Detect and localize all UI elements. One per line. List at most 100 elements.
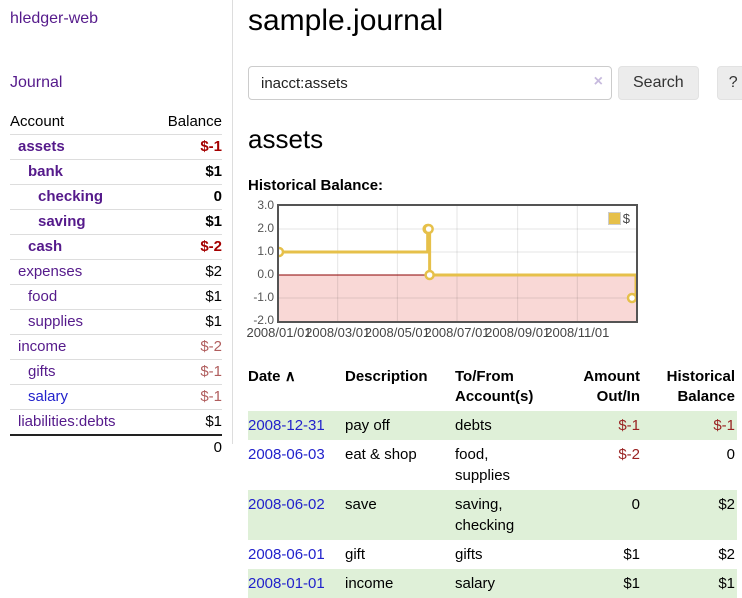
account-link-supplies[interactable]: supplies <box>28 313 84 330</box>
account-link-cash[interactable]: cash <box>28 238 63 255</box>
account-balance: $-2 <box>150 234 222 260</box>
register-header-date[interactable]: Date ∧ <box>248 368 296 385</box>
transaction-row: 2008-12-31 pay off debts $-1 $-1 <box>248 411 737 440</box>
brand-link[interactable]: hledger-web <box>10 10 99 27</box>
help-button[interactable]: ? <box>716 66 742 100</box>
register-table-body: 2008-12-31 pay off debts $-1 $-1 2008-06-03 ea… <box>248 411 737 598</box>
transaction-amount: 0 <box>631 496 640 513</box>
y-tick-label: -2.0 <box>253 313 274 327</box>
transaction-accounts: food, supplies <box>455 446 511 484</box>
account-link-salary[interactable]: salary <box>28 388 69 405</box>
transaction-amount: $-2 <box>618 446 640 463</box>
account-link-assets[interactable]: assets <box>18 138 65 155</box>
transaction-date-link[interactable]: 2008-06-02 <box>248 496 325 513</box>
transaction-description: pay off <box>345 417 390 434</box>
transaction-date-link[interactable]: 2008-06-03 <box>248 446 325 463</box>
register-header-accounts: To/From Account(s) <box>455 368 534 405</box>
transaction-date-link[interactable]: 2008-12-31 <box>248 417 325 434</box>
transaction-row: 2008-06-01 gift gifts $1 $2 <box>248 540 737 569</box>
page-title: sample.journal <box>248 4 444 37</box>
transaction-date-link: 2008-01-01 <box>248 569 345 598</box>
accounts-table-body: assets $-1 bank $1 checking 0 saving $1 cash $-2 e… <box>10 134 222 435</box>
chart-legend: $ <box>605 210 632 227</box>
register-header-balance: Historical Balance <box>666 368 735 405</box>
transaction-date-link: 2008-06-03 <box>248 440 345 490</box>
account-link-saving[interactable]: saving <box>38 213 86 230</box>
legend-swatch-icon <box>607 212 621 225</box>
transaction-amount: $-1 <box>618 417 640 434</box>
transaction-balance: $1 <box>718 575 735 592</box>
accounts-total-value: 0 <box>150 434 222 460</box>
account-row: cash $-2 <box>10 234 222 260</box>
transaction-description: income <box>345 575 394 592</box>
account-balance: $-1 <box>150 134 222 160</box>
sidebar-item-journal[interactable]: Journal <box>10 74 63 91</box>
account-balance: $1 <box>150 159 222 185</box>
accounts-header-account: Account <box>10 113 65 130</box>
y-tick-label: 3.0 <box>257 198 274 212</box>
balance-chart: 3.0 2.0 1.0 0.0 -1.0 -2.0 $ 2008/01/01 2008/03… <box>246 198 742 343</box>
register-header-description: Description <box>345 368 428 385</box>
transaction-amount: $1 <box>623 546 640 563</box>
transaction-accounts: saving, checking <box>455 496 515 534</box>
x-tick-label: 2008/07/01 <box>424 325 490 340</box>
register-header-row: Date ∧ Description To/From Account(s) Am… <box>248 365 737 411</box>
register-table: Date ∧ Description To/From Account(s) Am… <box>248 365 737 598</box>
y-tick-label: 0.0 <box>257 267 274 281</box>
search-box: × <box>248 66 612 100</box>
account-balance: $2 <box>150 259 222 285</box>
transaction-accounts: gifts <box>455 546 483 563</box>
account-row: salary $-1 <box>10 384 222 410</box>
transaction-accounts: salary <box>455 575 496 592</box>
x-tick-label: 2008/01/01 <box>246 325 312 340</box>
account-link-gifts[interactable]: gifts <box>28 363 56 380</box>
y-tick-label: 2.0 <box>257 221 274 235</box>
account-link-food[interactable]: food <box>28 288 58 305</box>
transaction-date-link: 2008-06-01 <box>248 540 345 569</box>
account-link-expenses[interactable]: expenses <box>18 263 83 280</box>
chart-x-axis: 2008/01/01 2008/03/01 2008/05/01 2008/07/01… <box>246 323 742 343</box>
transaction-description: gift <box>345 546 366 563</box>
account-link-bank[interactable]: bank <box>28 163 64 180</box>
x-tick-label: 2008/11/01 <box>545 325 610 340</box>
x-tick-label: 2008/09/01 <box>485 325 551 340</box>
account-row: food $1 <box>10 284 222 310</box>
transaction-description: save <box>345 496 377 513</box>
transaction-date-link[interactable]: 2008-01-01 <box>248 575 325 592</box>
account-balance: $1 <box>150 409 222 435</box>
account-balance: $1 <box>150 209 222 235</box>
transaction-accounts: debts <box>455 417 492 434</box>
y-tick-label: -1.0 <box>253 290 274 304</box>
account-row: checking 0 <box>10 184 222 210</box>
account-row: assets $-1 <box>10 134 222 160</box>
search-input[interactable] <box>248 66 612 100</box>
clear-search-icon[interactable]: × <box>593 73 603 90</box>
search-bar: × Search ? <box>248 66 742 100</box>
x-tick-label: 2008/05/01 <box>364 325 430 340</box>
transaction-row: 2008-01-01 income salary $1 $1 <box>248 569 737 598</box>
legend-label: $ <box>622 211 630 226</box>
account-balance: $-1 <box>150 359 222 385</box>
transaction-balance: $2 <box>718 546 735 563</box>
accounts-total-row: 0 <box>10 434 222 460</box>
search-button[interactable]: Search <box>618 66 699 100</box>
transaction-balance: $-1 <box>713 417 735 434</box>
account-row: expenses $2 <box>10 259 222 285</box>
account-link-liabilities-debts[interactable]: liabilities:debts <box>18 413 116 430</box>
x-tick-label: 2008/03/01 <box>305 325 371 340</box>
account-row: liabilities:debts $1 <box>10 409 222 435</box>
transaction-description: eat & shop <box>345 446 417 463</box>
chart-plot-area: $ <box>277 204 638 323</box>
account-balance: $1 <box>150 309 222 335</box>
account-link-checking[interactable]: checking <box>38 188 104 205</box>
balance-chart-svg <box>279 206 636 321</box>
account-balance: 0 <box>150 184 222 210</box>
transaction-date-link[interactable]: 2008-06-01 <box>248 546 325 563</box>
account-heading: assets <box>248 124 324 154</box>
chart-y-axis: 3.0 2.0 1.0 0.0 -1.0 -2.0 <box>248 198 277 327</box>
transaction-row: 2008-06-03 eat & shop food, supplies $-2 0 <box>248 440 737 490</box>
transaction-date-link: 2008-06-02 <box>248 490 345 540</box>
account-link-income[interactable]: income <box>18 338 67 355</box>
account-row: bank $1 <box>10 159 222 185</box>
transaction-row: 2008-06-02 save saving, checking 0 $2 <box>248 490 737 540</box>
